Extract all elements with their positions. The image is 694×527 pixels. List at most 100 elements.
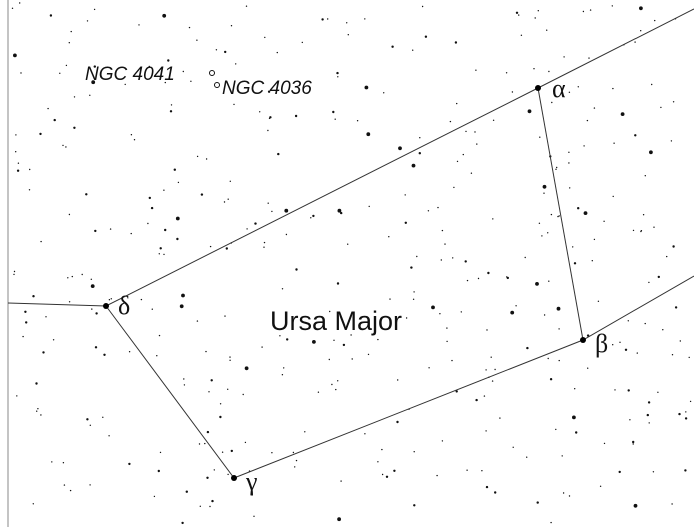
star xyxy=(475,69,477,71)
star xyxy=(428,367,430,369)
star xyxy=(347,34,349,36)
star xyxy=(413,451,415,453)
star xyxy=(367,353,370,356)
star xyxy=(568,151,570,153)
star xyxy=(453,186,455,189)
star xyxy=(481,470,483,472)
star xyxy=(588,57,590,59)
star xyxy=(130,134,133,136)
star xyxy=(563,56,565,58)
star-label: β xyxy=(595,329,608,358)
star xyxy=(162,13,167,18)
star xyxy=(91,308,93,310)
star xyxy=(295,268,298,271)
star xyxy=(15,134,17,136)
star xyxy=(13,273,15,276)
star xyxy=(520,34,523,36)
star xyxy=(526,456,528,458)
star xyxy=(157,469,160,473)
star xyxy=(295,459,298,462)
star xyxy=(59,72,61,75)
star xyxy=(475,398,478,402)
star xyxy=(377,338,379,341)
star xyxy=(649,150,653,155)
star xyxy=(32,503,34,505)
star xyxy=(558,215,560,217)
star xyxy=(441,440,444,442)
star xyxy=(494,491,497,494)
star xyxy=(524,256,526,259)
star xyxy=(51,461,53,463)
star xyxy=(393,469,396,472)
star xyxy=(35,382,38,385)
star xyxy=(95,312,98,315)
star xyxy=(65,64,68,67)
star xyxy=(577,207,580,210)
star xyxy=(267,202,269,204)
star xyxy=(312,214,315,218)
star xyxy=(660,106,662,109)
star xyxy=(427,210,430,212)
star xyxy=(364,433,366,435)
star xyxy=(67,277,69,279)
star xyxy=(614,389,616,391)
star xyxy=(633,503,638,508)
star xyxy=(206,430,210,434)
star xyxy=(439,313,441,315)
star xyxy=(264,36,266,39)
star xyxy=(587,367,589,369)
star xyxy=(364,18,366,20)
star xyxy=(368,205,370,208)
star xyxy=(558,328,560,330)
star xyxy=(477,277,480,280)
star xyxy=(388,236,390,238)
star xyxy=(413,504,416,507)
star xyxy=(331,383,333,386)
star xyxy=(196,320,199,322)
star xyxy=(263,241,266,244)
star xyxy=(446,327,448,329)
star xyxy=(124,83,126,86)
star xyxy=(223,201,226,203)
star xyxy=(47,107,49,110)
star xyxy=(91,80,96,85)
star xyxy=(356,120,359,122)
star xyxy=(336,282,340,285)
star xyxy=(391,45,394,48)
star xyxy=(342,343,346,347)
star xyxy=(389,298,391,300)
star xyxy=(147,222,149,225)
star xyxy=(244,366,249,371)
star xyxy=(294,114,298,118)
star xyxy=(627,389,630,392)
star xyxy=(404,194,406,196)
star xyxy=(678,412,681,416)
star xyxy=(81,273,83,276)
star xyxy=(337,208,342,213)
star xyxy=(644,175,646,177)
star xyxy=(464,260,467,263)
star xyxy=(179,304,184,309)
star xyxy=(410,266,413,269)
star xyxy=(648,281,650,284)
star xyxy=(556,306,561,311)
star xyxy=(492,119,495,122)
star xyxy=(612,344,614,346)
star xyxy=(198,443,201,445)
star xyxy=(441,229,444,232)
star xyxy=(24,310,27,313)
star xyxy=(436,474,438,477)
star xyxy=(512,446,514,448)
star xyxy=(685,411,687,413)
star xyxy=(102,416,104,418)
star xyxy=(286,338,289,341)
star xyxy=(440,259,442,261)
star xyxy=(253,515,255,517)
star xyxy=(209,245,212,248)
star xyxy=(483,395,486,397)
star-label: γ xyxy=(245,467,258,496)
star xyxy=(62,462,65,464)
star xyxy=(534,17,536,19)
star xyxy=(551,101,553,104)
